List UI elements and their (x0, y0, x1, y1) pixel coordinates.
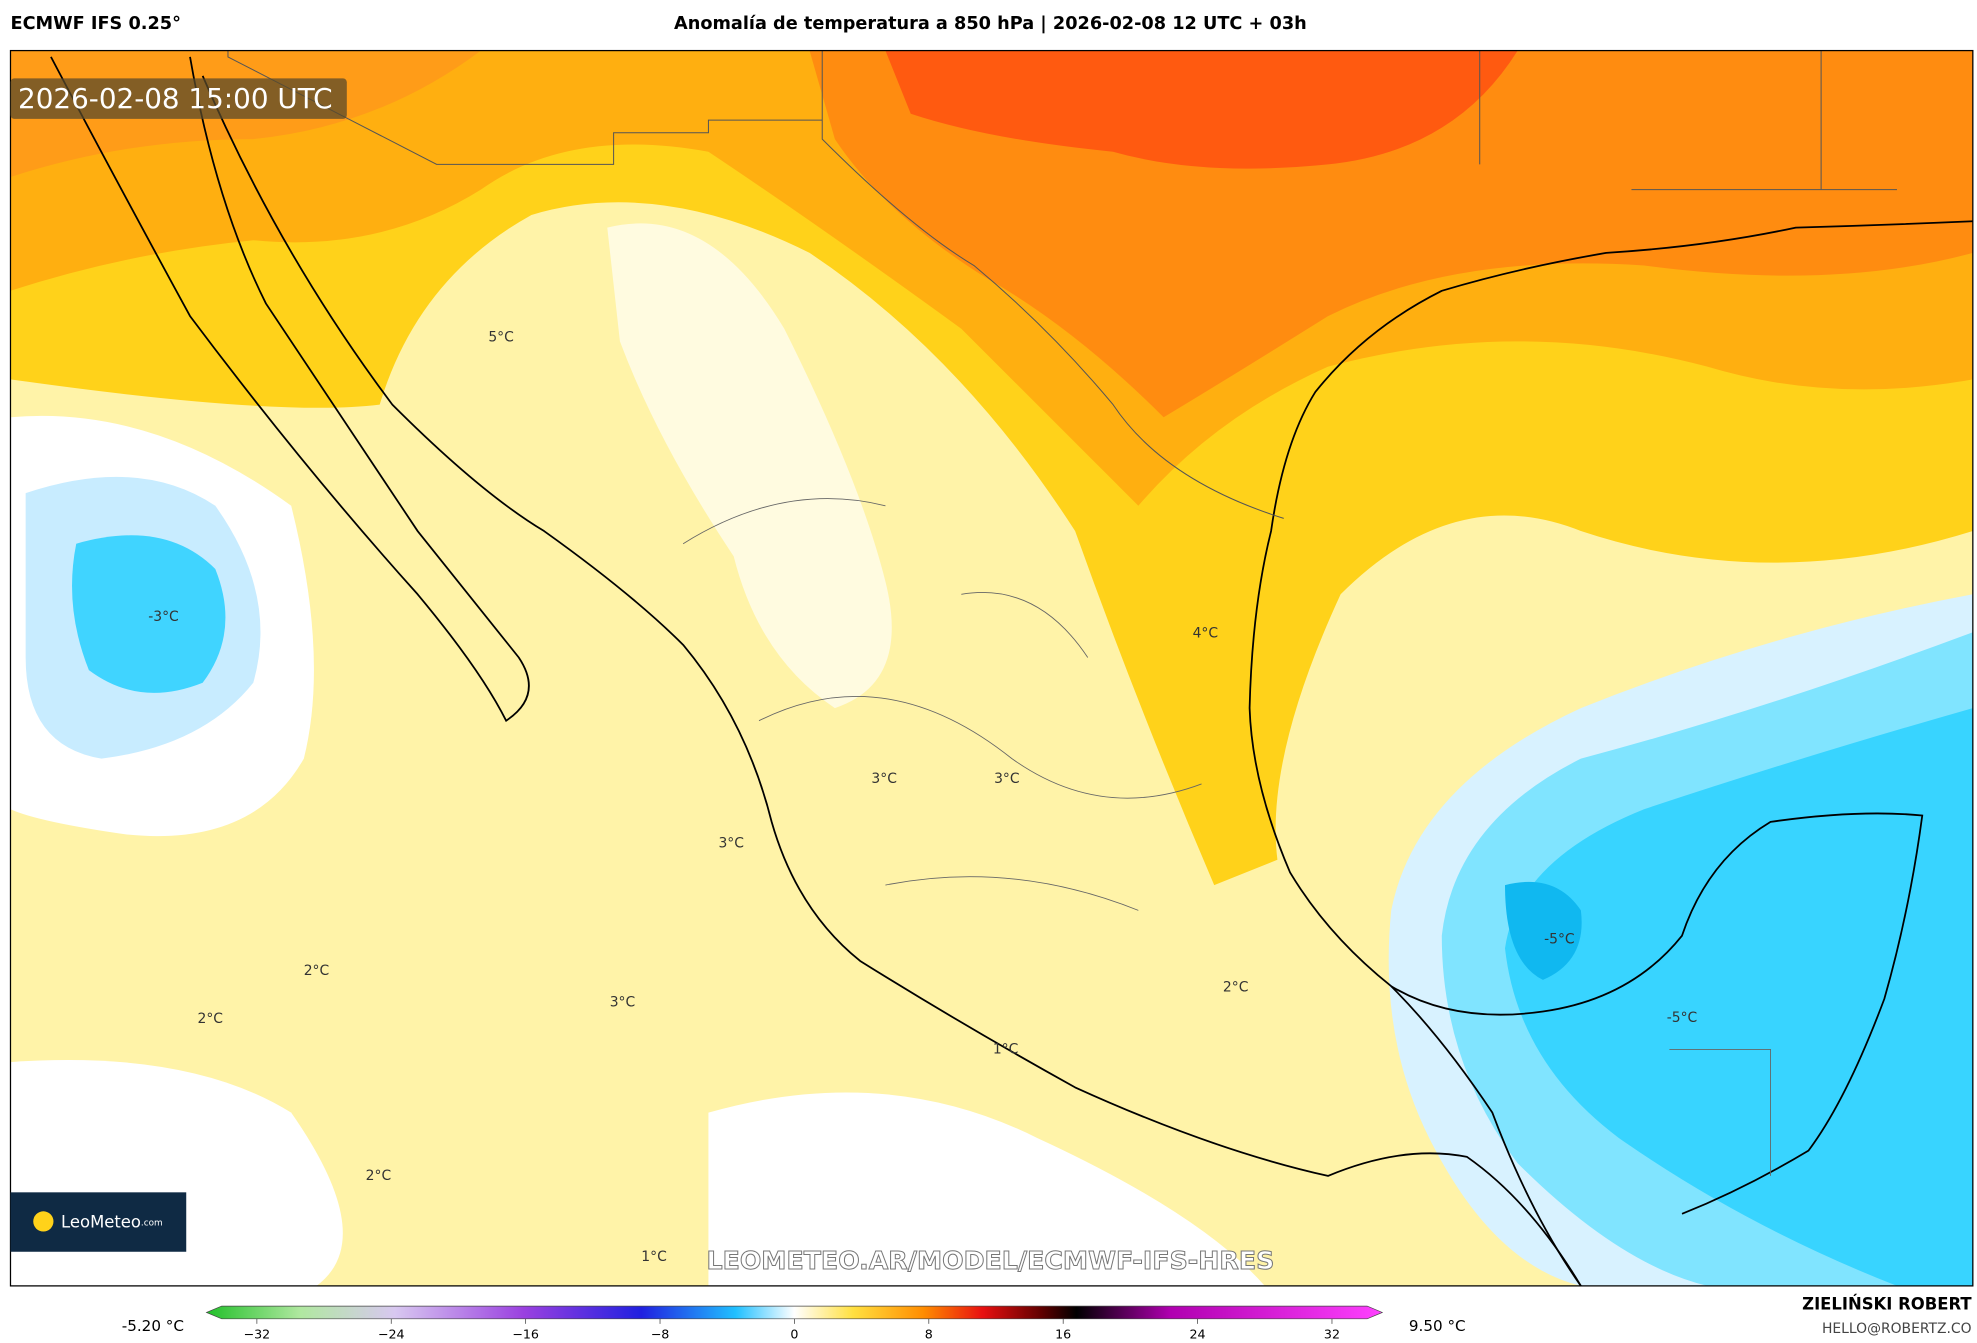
contour-label: 2°C (1223, 979, 1248, 995)
timestamp-box (10, 78, 347, 119)
contour-label: 2°C (198, 1011, 223, 1027)
contour-label: -5°C (1667, 1010, 1697, 1026)
colorbar-tick-label: 32 (1324, 1327, 1340, 1339)
colorbar-tick-label: 0 (790, 1327, 798, 1339)
colorbar-tick-label: −32 (244, 1327, 271, 1339)
colorbar-tick-label: −24 (378, 1327, 405, 1339)
logo-name: LeoMeteo (61, 1212, 141, 1231)
watermark: LEOMETEO.AR/MODEL/ECMWF-IFS-HRES (706, 1246, 1274, 1275)
map-frame (9, 49, 1974, 1287)
contour-label: 1°C (641, 1249, 666, 1265)
logo-sun (33, 1211, 54, 1232)
logo: LeoMeteo.com (61, 1212, 163, 1231)
timestamp: 2026-02-08 15:00 UTC (18, 82, 332, 115)
contour-label: 3°C (871, 771, 896, 787)
contour-label: 5°C (488, 330, 513, 346)
contour-label: 3°C (718, 835, 743, 851)
colorbar-tick-label: −8 (651, 1327, 670, 1339)
contour-labels: 5°C -3°C 4°C 3°C 3°C 3°C -5°C -5°C 2°C 2°C 3°C 2°C 1… (148, 330, 1697, 1265)
contour-label: 2°C (304, 963, 329, 979)
colorbar: −32 −24 −16 −8 0 8 16 24 32 (205, 1305, 1384, 1342)
author: ZIELIŃSKI ROBERT (1802, 1294, 1972, 1313)
contour-label: 3°C (610, 995, 635, 1011)
contour-label: 1°C (993, 1041, 1018, 1057)
colorbar-tick-label: 24 (1190, 1327, 1206, 1339)
colorbar-tick-label: −16 (512, 1327, 539, 1339)
contour-label: 3°C (994, 771, 1019, 787)
colorbar-max-label: 9.50 °C (1409, 1317, 1466, 1335)
model-name: ECMWF IFS 0.25° (10, 14, 180, 34)
colorbar-min-label: -5.20 °C (122, 1317, 184, 1335)
colorbar-bar (205, 1305, 1384, 1320)
contour-label: 2°C (366, 1168, 391, 1184)
map-field (10, 50, 1973, 1286)
map-title: Anomalía de temperatura a 850 hPa | 2026… (674, 14, 1307, 34)
colorbar-tick-label: 16 (1055, 1327, 1071, 1339)
contour-label: -5°C (1544, 931, 1574, 947)
colorbar-tick-label: 8 (925, 1327, 933, 1339)
contour-label: 4°C (1193, 625, 1218, 641)
logo-suffix: .com (141, 1218, 163, 1228)
email: HELLO@ROBERTZ.CO (1822, 1321, 1972, 1337)
contour-label: -3°C (148, 609, 178, 625)
